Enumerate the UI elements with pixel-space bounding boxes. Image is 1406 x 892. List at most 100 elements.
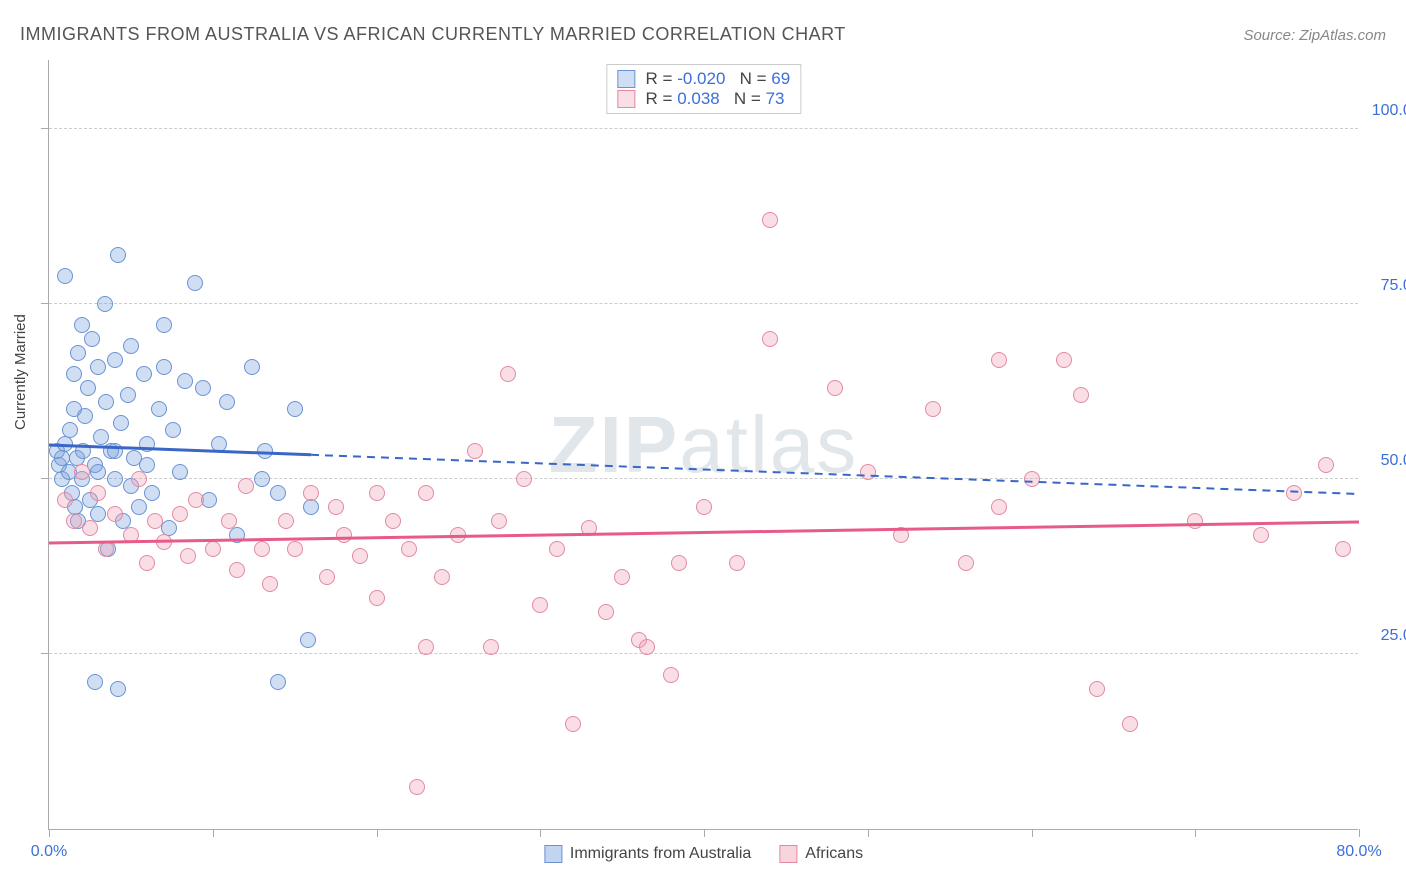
scatter-point — [244, 359, 260, 375]
scatter-point — [107, 471, 123, 487]
scatter-point — [107, 506, 123, 522]
legend-swatch — [617, 70, 635, 88]
scatter-point — [401, 541, 417, 557]
legend-item: Africans — [779, 845, 863, 863]
scatter-point — [352, 548, 368, 564]
scatter-point — [1122, 716, 1138, 732]
scatter-point — [70, 345, 86, 361]
scatter-point — [84, 331, 100, 347]
scatter-point — [1286, 485, 1302, 501]
chart-source: Source: ZipAtlas.com — [1243, 27, 1386, 44]
y-tick — [41, 653, 49, 654]
scatter-point — [860, 464, 876, 480]
gridline — [49, 653, 1358, 654]
scatter-point — [418, 639, 434, 655]
scatter-point — [187, 275, 203, 291]
scatter-point — [110, 247, 126, 263]
scatter-point — [663, 667, 679, 683]
scatter-point — [254, 471, 270, 487]
scatter-point — [98, 541, 114, 557]
scatter-point — [434, 569, 450, 585]
scatter-point — [66, 513, 82, 529]
scatter-point — [107, 443, 123, 459]
scatter-point — [113, 415, 129, 431]
legend-row: R = 0.038 N = 73 — [617, 89, 790, 109]
scatter-point — [139, 555, 155, 571]
y-tick-label: 75.0% — [1381, 277, 1406, 295]
scatter-point — [1089, 681, 1105, 697]
scatter-point — [80, 380, 96, 396]
scatter-point — [110, 681, 126, 697]
x-tick — [377, 829, 378, 837]
scatter-point — [958, 555, 974, 571]
legend-swatch — [779, 845, 797, 863]
legend-row: R = -0.020 N = 69 — [617, 69, 790, 89]
y-tick — [41, 478, 49, 479]
scatter-point — [270, 485, 286, 501]
scatter-point — [1024, 471, 1040, 487]
scatter-point — [639, 639, 655, 655]
scatter-point — [893, 527, 909, 543]
chart-plot-area: ZIPatlas 25.0%50.0%75.0%100.0%0.0%80.0% … — [48, 60, 1358, 830]
trend-lines — [49, 60, 1359, 830]
scatter-point — [1187, 513, 1203, 529]
scatter-point — [287, 541, 303, 557]
scatter-point — [385, 513, 401, 529]
watermark: ZIPatlas — [549, 399, 858, 491]
chart-header: IMMIGRANTS FROM AUSTRALIA VS AFRICAN CUR… — [20, 24, 1386, 45]
x-tick-label-min: 0.0% — [31, 843, 67, 861]
scatter-point — [62, 422, 78, 438]
scatter-point — [57, 492, 73, 508]
y-tick — [41, 128, 49, 129]
x-tick — [1359, 829, 1360, 837]
scatter-point — [144, 485, 160, 501]
scatter-point — [57, 436, 73, 452]
scatter-point — [336, 527, 352, 543]
scatter-point — [172, 464, 188, 480]
scatter-point — [195, 380, 211, 396]
scatter-point — [90, 359, 106, 375]
legend-label: Immigrants from Australia — [570, 845, 751, 863]
scatter-point — [614, 569, 630, 585]
scatter-point — [97, 296, 113, 312]
scatter-point — [467, 443, 483, 459]
scatter-point — [418, 485, 434, 501]
scatter-point — [139, 436, 155, 452]
scatter-point — [1056, 352, 1072, 368]
x-tick — [1195, 829, 1196, 837]
scatter-point — [151, 401, 167, 417]
scatter-point — [77, 408, 93, 424]
scatter-point — [303, 499, 319, 515]
scatter-point — [188, 492, 204, 508]
scatter-point — [93, 429, 109, 445]
scatter-point — [483, 639, 499, 655]
chart-title: IMMIGRANTS FROM AUSTRALIA VS AFRICAN CUR… — [20, 24, 846, 45]
legend-stats: R = -0.020 N = 69 — [641, 69, 790, 89]
scatter-point — [303, 485, 319, 501]
y-tick — [41, 303, 49, 304]
x-tick-label-max: 80.0% — [1336, 843, 1381, 861]
x-tick — [49, 829, 50, 837]
scatter-point — [762, 331, 778, 347]
correlation-legend: R = -0.020 N = 69 R = 0.038 N = 73 — [606, 64, 801, 114]
scatter-point — [90, 464, 106, 480]
scatter-point — [147, 513, 163, 529]
scatter-point — [729, 555, 745, 571]
gridline — [49, 128, 1358, 129]
scatter-point — [278, 513, 294, 529]
scatter-point — [287, 401, 303, 417]
scatter-point — [211, 436, 227, 452]
scatter-point — [180, 548, 196, 564]
scatter-point — [165, 422, 181, 438]
scatter-point — [991, 352, 1007, 368]
series-legend: Immigrants from Australia Africans — [544, 845, 863, 863]
scatter-point — [156, 317, 172, 333]
scatter-point — [300, 632, 316, 648]
y-axis-label: Currently Married — [12, 314, 29, 430]
legend-item: Immigrants from Australia — [544, 845, 751, 863]
x-tick — [540, 829, 541, 837]
scatter-point — [205, 541, 221, 557]
y-tick-label: 100.0% — [1372, 102, 1406, 120]
y-tick-label: 25.0% — [1381, 627, 1406, 645]
scatter-point — [82, 520, 98, 536]
